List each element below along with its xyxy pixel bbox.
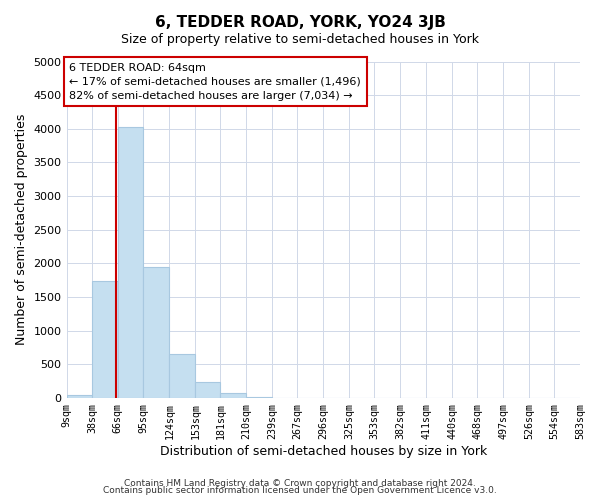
Text: 6, TEDDER ROAD, YORK, YO24 3JB: 6, TEDDER ROAD, YORK, YO24 3JB	[155, 15, 445, 30]
Bar	[169, 354, 196, 398]
X-axis label: Distribution of semi-detached houses by size in York: Distribution of semi-detached houses by …	[160, 444, 487, 458]
Bar	[118, 128, 143, 398]
Y-axis label: Number of semi-detached properties: Number of semi-detached properties	[15, 114, 28, 346]
Text: Contains HM Land Registry data © Crown copyright and database right 2024.: Contains HM Land Registry data © Crown c…	[124, 478, 476, 488]
Bar	[67, 394, 92, 398]
Text: Contains public sector information licensed under the Open Government Licence v3: Contains public sector information licen…	[103, 486, 497, 495]
Bar	[196, 382, 220, 398]
Text: Size of property relative to semi-detached houses in York: Size of property relative to semi-detach…	[121, 32, 479, 46]
Text: 6 TEDDER ROAD: 64sqm
← 17% of semi-detached houses are smaller (1,496)
82% of se: 6 TEDDER ROAD: 64sqm ← 17% of semi-detac…	[69, 63, 361, 101]
Bar	[220, 393, 247, 398]
Bar	[92, 281, 118, 398]
Bar	[143, 268, 169, 398]
